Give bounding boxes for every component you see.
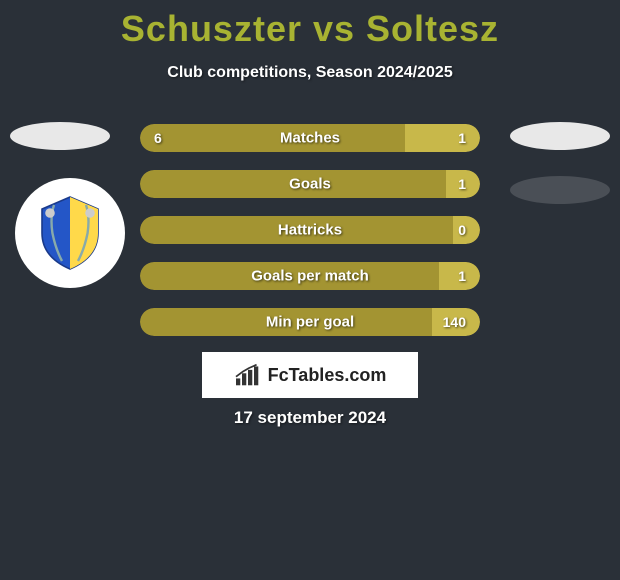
bar-label: Min per goal (140, 314, 480, 331)
site-logo[interactable]: FcTables.com (202, 352, 418, 398)
bar-row: Goals per match1 (140, 262, 480, 290)
bar-label: Hattricks (140, 222, 480, 239)
bar-label: Goals per match (140, 268, 480, 285)
subtitle: Club competitions, Season 2024/2025 (0, 64, 620, 82)
player-avatar-right-1 (510, 122, 610, 150)
bar-value-right: 1 (458, 130, 466, 146)
bar-value-right: 140 (443, 314, 466, 330)
club-badge (15, 178, 125, 288)
bar-row: Matches6 1 (140, 124, 480, 152)
bar-value-right: 0 (458, 222, 466, 238)
bar-value-right: 1 (458, 176, 466, 192)
date-text: 17 september 2024 (0, 408, 620, 428)
bar-label: Matches (140, 130, 480, 147)
bar-value-left: 6 (154, 130, 162, 146)
shield-icon (30, 193, 110, 273)
bar-row: Hattricks0 (140, 216, 480, 244)
player-avatar-right-2 (510, 176, 610, 204)
player-avatar-left (10, 122, 110, 150)
bar-label: Goals (140, 176, 480, 193)
bar-value-right: 1 (458, 268, 466, 284)
bar-row: Goals1 (140, 170, 480, 198)
page-title: Schuszter vs Soltesz (0, 0, 620, 50)
logo-text: FcTables.com (268, 365, 387, 386)
comparison-bars: Matches61Goals1Hattricks0Goals per match… (140, 124, 480, 354)
chart-icon (234, 363, 262, 387)
bar-row: Min per goal140 (140, 308, 480, 336)
